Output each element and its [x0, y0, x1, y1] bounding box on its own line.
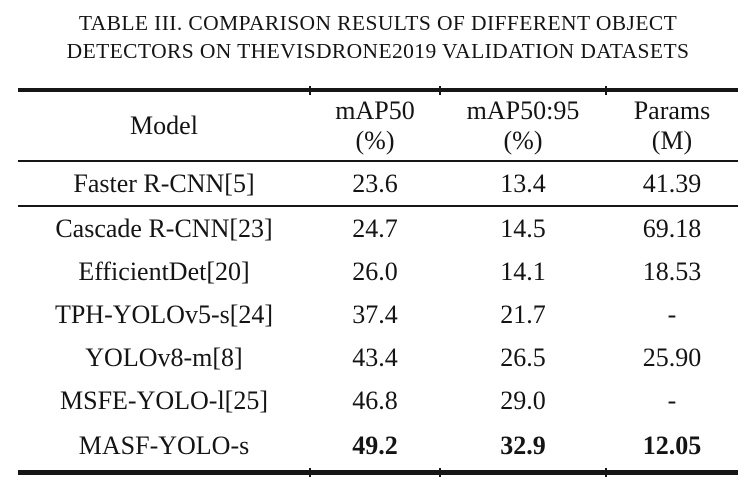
map50-cell: 46.8: [352, 385, 398, 415]
map50-95-cell: 13.4: [500, 168, 546, 198]
map50-cell: 43.4: [352, 342, 398, 372]
table-caption: TABLE III. COMPARISON RESULTS OF DIFFERE…: [0, 9, 756, 65]
table-header-row: Model mAP50 (%) mAP50:95 (%) Params (M): [18, 90, 738, 161]
column-header-map50: mAP50 (%): [310, 90, 440, 161]
map50-95-cell: 14.5: [500, 213, 546, 243]
table-row-proposed-method: MASF-YOLO-s 49.2 32.9 12.05: [18, 422, 738, 472]
model-cell: MSFE-YOLO-l[25]: [60, 385, 268, 415]
column-header-map50-95: mAP50:95 (%): [440, 90, 606, 161]
column-header-model: Model: [18, 90, 310, 161]
map50-cell: 49.2: [352, 430, 398, 460]
model-cell: MASF-YOLO-s: [78, 430, 250, 460]
column-header-model-label: Model: [130, 111, 198, 140]
params-cell: 12.05: [642, 430, 702, 460]
params-cell: 25.90: [642, 342, 702, 372]
rule-tick: [605, 467, 607, 477]
params-cell: 18.53: [642, 256, 702, 286]
map50-95-cell: 32.9: [500, 430, 546, 460]
params-cell: 69.18: [642, 213, 702, 243]
column-header-map50-unit: (%): [355, 126, 395, 155]
table-row: EfficientDet[20] 26.0 14.1 18.53: [18, 250, 738, 293]
map50-cell: 26.0: [352, 256, 398, 286]
map50-95-cell: 14.1: [500, 256, 546, 286]
results-table-wrapper: Model mAP50 (%) mAP50:95 (%) Params (M): [18, 86, 738, 477]
rule-tick: [439, 467, 441, 477]
table-row: YOLOv8-m[8] 43.4 26.5 25.90: [18, 336, 738, 379]
column-header-params: Params (M): [606, 90, 738, 161]
map50-95-cell: 26.5: [500, 342, 546, 372]
model-cell: Cascade R-CNN[23]: [55, 213, 273, 243]
results-table: Model mAP50 (%) mAP50:95 (%) Params (M): [18, 88, 738, 475]
map50-95-cell: 29.0: [500, 385, 546, 415]
params-cell: -: [667, 299, 677, 329]
column-header-params-label: Params: [633, 96, 711, 125]
map50-cell: 24.7: [352, 213, 398, 243]
table-caption-line2: DETECTORS ON THEVISDRONE2019 VALIDATION …: [66, 39, 690, 63]
rule-tick: [605, 86, 607, 95]
map50-cell: 23.6: [352, 168, 398, 198]
column-header-map50-95-unit: (%): [503, 126, 543, 155]
params-cell: 41.39: [642, 168, 702, 198]
model-cell: TPH-YOLOv5-s[24]: [54, 299, 274, 329]
column-header-map50-95-label: mAP50:95: [466, 96, 580, 125]
table-row: MSFE-YOLO-l[25] 46.8 29.0 -: [18, 379, 738, 422]
model-cell: Faster R-CNN[5]: [73, 168, 255, 198]
map50-95-cell: 21.7: [500, 299, 546, 329]
model-cell: EfficientDet[20]: [78, 256, 250, 286]
table-row: Cascade R-CNN[23] 24.7 14.5 69.18: [18, 206, 738, 250]
rule-tick: [309, 86, 311, 95]
column-header-params-unit: (M): [651, 126, 693, 155]
table-row: Faster R-CNN[5] 23.6 13.4 41.39: [18, 161, 738, 206]
map50-cell: 37.4: [352, 299, 398, 329]
column-header-map50-label: mAP50: [335, 96, 415, 125]
table-caption-line1: TABLE III. COMPARISON RESULTS OF DIFFERE…: [78, 11, 678, 35]
model-cell: YOLOv8-m[8]: [85, 342, 243, 372]
params-cell: -: [667, 385, 677, 415]
rule-tick: [309, 467, 311, 477]
rule-tick: [439, 86, 441, 95]
table-row: TPH-YOLOv5-s[24] 37.4 21.7 -: [18, 293, 738, 336]
